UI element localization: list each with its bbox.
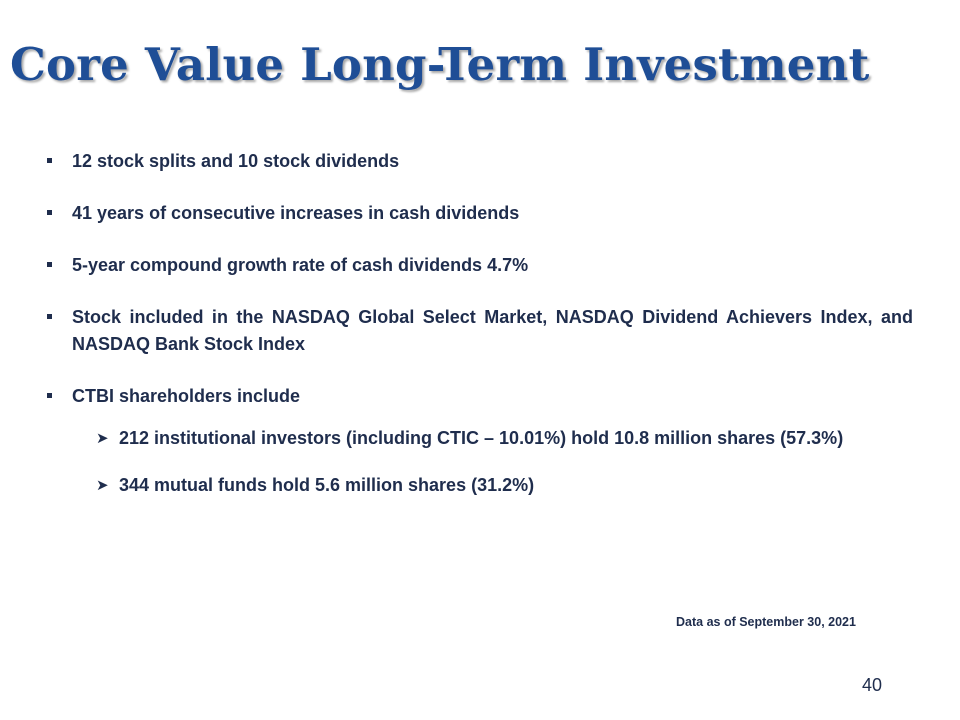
sub-bullet-item: ➤ 344 mutual funds hold 5.6 million shar… [94,467,913,504]
square-bullet-icon [47,393,52,398]
bullet-item: 5-year compound growth rate of cash divi… [47,252,913,279]
arrow-bullet-icon: ➤ [96,430,109,447]
bullet-text: 41 years of consecutive increases in cas… [72,203,520,223]
slide-title: Core Value Long-Term Investment [10,38,870,91]
square-bullet-icon [47,262,52,267]
page-number: 40 [862,675,883,695]
data-date-footnote: Data as of September 30, 2021 [676,615,856,629]
bullet-text: 5-year compound growth rate of cash divi… [72,255,529,275]
square-bullet-icon [47,210,52,215]
sub-bullet-text: 344 mutual funds hold 5.6 million shares… [119,475,535,495]
bullet-text: 12 stock splits and 10 stock dividends [72,151,400,171]
bullet-item: 12 stock splits and 10 stock dividends [47,148,913,175]
sub-bullet-item: ➤ 212 institutional investors (including… [94,420,913,457]
sub-bullet-text: 212 institutional investors (including C… [119,428,844,448]
square-bullet-icon [47,314,52,319]
bullet-text: CTBI shareholders include [72,386,301,406]
square-bullet-icon [47,158,52,163]
bullet-item: 41 years of consecutive increases in cas… [47,200,913,227]
arrow-bullet-icon: ➤ [96,477,109,494]
bullet-item: CTBI shareholders include ➤ 212 institut… [47,383,913,504]
bullet-list: 12 stock splits and 10 stock dividends 4… [47,148,913,504]
bullet-text: Stock included in the NASDAQ Global Sele… [72,307,913,354]
bullet-item: Stock included in the NASDAQ Global Sele… [47,304,913,358]
sub-bullet-list: ➤ 212 institutional investors (including… [94,420,913,504]
